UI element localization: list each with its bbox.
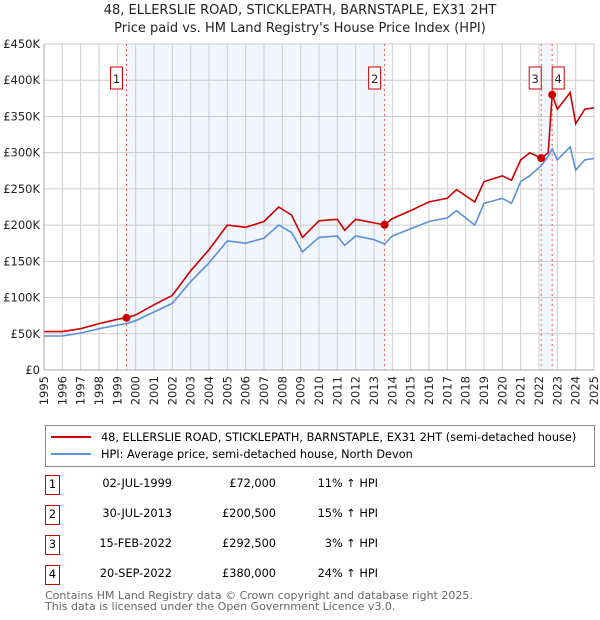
chart-subtitle: Price paid vs. HM Land Registry's House … (114, 21, 486, 36)
sale-row: 1 02-JUL-1999 £72,000 11% ↑ HPI (45, 475, 378, 495)
y-tick-label: £250K (3, 182, 40, 196)
ownership-shade (541, 44, 553, 370)
legend-swatch-red (51, 436, 91, 438)
y-tick-label: £50K (11, 327, 41, 341)
x-tick-label: 2021 (514, 376, 528, 405)
y-tick-label: £0 (25, 363, 40, 377)
legend-item-property: 48, ELLERSLIE ROAD, STICKLEPATH, BARNSTA… (46, 429, 576, 445)
chart-title: 48, ELLERSLIE ROAD, STICKLEPATH, BARNSTA… (103, 3, 497, 18)
x-tick-label: 1996 (55, 376, 69, 405)
sale-date: 20-SEP-2022 (99, 567, 172, 580)
x-tick-label: 2008 (275, 376, 289, 405)
x-tick-label: 2000 (129, 376, 143, 405)
x-tick-label: 2001 (147, 376, 161, 405)
y-tick-label: £200K (3, 218, 40, 232)
x-tick-label: 2015 (404, 376, 418, 405)
sale-label-text: 1 (113, 72, 120, 86)
x-tick-label: 2019 (477, 376, 491, 405)
x-tick-label: 1999 (110, 376, 124, 405)
x-tick-label: 2007 (257, 376, 271, 405)
sale-point (380, 220, 389, 229)
x-tick-label: 2024 (569, 376, 583, 405)
sale-hpi-diff: 3% ↑ HPI (324, 537, 378, 550)
hpi-line (44, 145, 595, 337)
legend: 48, ELLERSLIE ROAD, STICKLEPATH, BARNSTA… (45, 425, 595, 467)
x-tick-label: 1995 (37, 376, 51, 405)
sale-hpi-diff: 24% ↑ HPI (317, 567, 378, 580)
footer-attribution: Contains HM Land Registry data © Crown c… (45, 590, 473, 612)
legend-swatch-blue (51, 453, 91, 455)
legend-label: 48, ELLERSLIE ROAD, STICKLEPATH, BARNSTA… (101, 430, 577, 444)
sale-label-box (551, 66, 565, 90)
x-tick-label: 2018 (459, 376, 473, 405)
sale-label-text: 4 (555, 72, 562, 86)
x-tick-label: 2016 (422, 376, 436, 405)
y-tick-label: £350K (3, 109, 40, 123)
sale-date: 30-JUL-2013 (102, 507, 172, 520)
sale-date: 15-FEB-2022 (99, 537, 172, 550)
sale-label-box (110, 66, 123, 90)
sale-label-box (528, 66, 542, 90)
x-tick-label: 2017 (440, 376, 454, 405)
x-tick-label: 2005 (220, 376, 234, 405)
x-tick-label: 2002 (165, 376, 179, 405)
x-tick-label: 2006 (239, 376, 253, 405)
x-tick-label: 2004 (202, 376, 216, 405)
x-tick-label: 2003 (184, 376, 198, 405)
sale-point (537, 154, 546, 163)
x-tick-label: 2022 (532, 376, 546, 405)
sale-row: 4 20-SEP-2022 £380,000 24% ↑ HPI (45, 565, 378, 585)
sale-marker-badge: 4 (45, 565, 60, 585)
x-tick-label: 2023 (550, 376, 564, 405)
sale-hpi-diff: 11% ↑ HPI (317, 477, 378, 490)
x-tick-label: 1998 (92, 376, 106, 405)
y-tick-label: £100K (3, 291, 40, 305)
sale-price: £72,000 (229, 477, 276, 490)
x-tick-label: 2009 (294, 376, 308, 405)
x-tick-label: 2025 (587, 376, 600, 405)
footer-line: Contains HM Land Registry data © Crown c… (45, 589, 473, 602)
plot-area: 1995 1996 1997 1998 1999 2000 2001 2002 2003 2004… (3, 37, 600, 405)
x-tick-label: 2012 (349, 376, 363, 405)
sale-point (122, 313, 131, 322)
sale-marker-badge: 1 (45, 475, 60, 495)
sale-point (548, 90, 557, 99)
y-tick-label: £150K (3, 254, 40, 268)
sale-row: 3 15-FEB-2022 £292,500 3% ↑ HPI (45, 535, 378, 555)
legend-label: HPI: Average price, semi-detached house,… (101, 447, 413, 461)
x-tick-label: 2020 (495, 376, 509, 405)
sale-hpi-diff: 15% ↑ HPI (317, 507, 378, 520)
legend-item-hpi: HPI: Average price, semi-detached house,… (46, 446, 413, 462)
sale-label-text: 3 (532, 72, 539, 86)
sale-label-text: 2 (371, 72, 378, 86)
sale-price: £200,500 (222, 507, 276, 520)
sale-row: 2 30-JUL-2013 £200,500 15% ↑ HPI (45, 505, 378, 525)
footer-line: This data is licensed under the Open Gov… (45, 600, 396, 613)
y-tick-label: £300K (3, 146, 40, 160)
sale-price: £292,500 (222, 537, 276, 550)
sale-label-box (368, 66, 382, 90)
x-tick-label: 2014 (385, 376, 399, 405)
sale-marker-badge: 3 (45, 535, 60, 555)
sale-marker-badge: 2 (45, 505, 60, 525)
x-tick-label: 2011 (330, 376, 344, 405)
x-tick-label: 2013 (367, 376, 381, 405)
y-tick-label: £450K (3, 37, 40, 51)
y-tick-label: £400K (3, 73, 40, 87)
ownership-shade (126, 44, 385, 370)
sale-date: 02-JUL-1999 (102, 477, 172, 490)
x-tick-label: 2010 (312, 376, 326, 405)
x-tick-label: 1997 (74, 376, 88, 405)
sale-price: £380,000 (222, 567, 276, 580)
